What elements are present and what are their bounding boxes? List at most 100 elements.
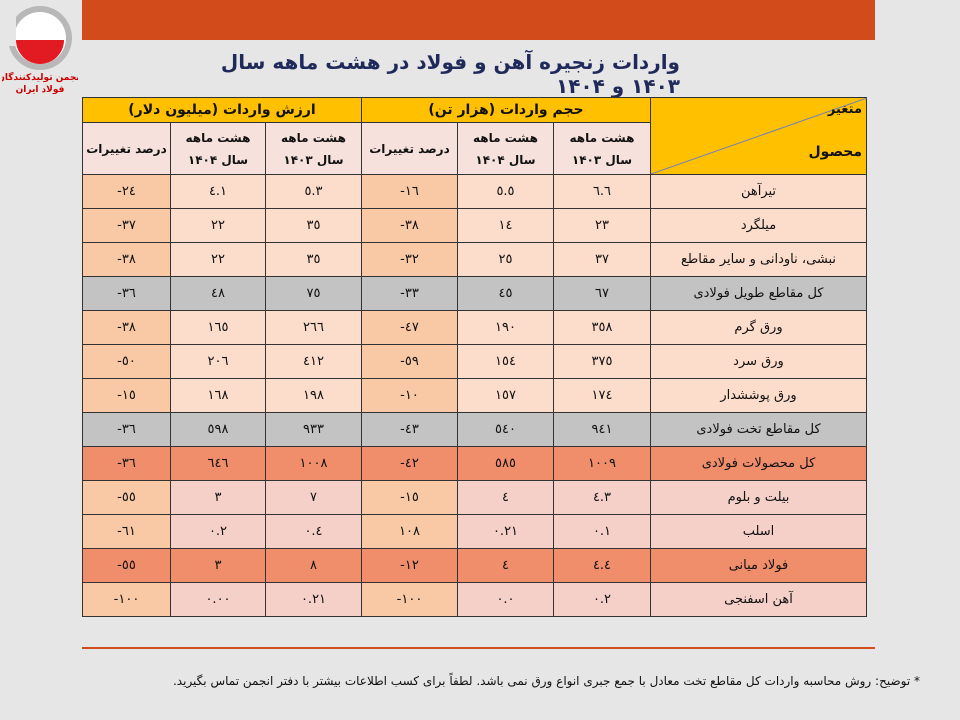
volume-1404: ٥٤٠ [457, 412, 554, 447]
header-line: سال ۱۴۰۴ [187, 152, 249, 167]
volume-pct-change: -١٦ [361, 174, 458, 209]
header-line: هشت ماهه [473, 130, 538, 145]
value-1404-header: هشت ماهه سال ۱۴۰۴ [170, 122, 266, 175]
volume-1403: ٩٤١ [553, 412, 651, 447]
volume-pct-change: -٤٣ [361, 412, 458, 447]
product-name: اسلب [650, 514, 867, 549]
value-pct-change: -٥٠ [82, 344, 171, 379]
volume-pct-change: -٣٢ [361, 242, 458, 277]
volume-1404: ٢٥ [457, 242, 554, 277]
page-title: واردات زنجیره آهن و فولاد در هشت ماهه سا… [220, 50, 680, 98]
product-name: کل مقاطع طویل فولادی [650, 276, 867, 311]
volume-pct-change: -٣٣ [361, 276, 458, 311]
product-name: ورق گرم [650, 310, 867, 345]
product-name: بیلت و بلوم [650, 480, 867, 515]
value-1403: ٠.٤ [265, 514, 362, 549]
volume-pct-change: -١٠ [361, 378, 458, 413]
volume-1404-header: هشت ماهه سال ۱۴۰۴ [457, 122, 554, 175]
table-row: بیلت و بلوم ٤.٣ ٤ -١٥ ٧ ٣ -٥٥ [82, 480, 867, 515]
volume-1403: ٤.٤ [553, 548, 651, 583]
volume-pct-change: ١٠٨ [361, 514, 458, 549]
value-pct-change: -٣٧ [82, 208, 171, 243]
value-pct-change: -٢٤ [82, 174, 171, 209]
header-line: سال ۱۴۰۴ [475, 152, 536, 167]
volume-pct-change: -١٥ [361, 480, 458, 515]
volume-pct-header: درصد تغییرات [361, 122, 458, 175]
brand-bar [82, 0, 875, 40]
value-1404: ١٦٨ [170, 378, 266, 413]
volume-1403: ٣٥٨ [553, 310, 651, 345]
table-row: تیرآهن ٦.٦ ٥.٥ -١٦ ٥.٣ ٤.١ -٢٤ [82, 174, 867, 209]
value-1403: ٠.٢١ [265, 582, 362, 617]
value-pct-change: -٣٦ [82, 446, 171, 481]
volume-1403: ٣٧ [553, 242, 651, 277]
table-row: میلگرد ٢٣ ١٤ -٣٨ ٣٥ ٢٢ -٣٧ [82, 208, 867, 243]
product-name: ورق پوششدار [650, 378, 867, 413]
table-row: فولاد میانی ٤.٤ ٤ -١٢ ٨ ٣ -٥٥ [82, 548, 867, 583]
value-pct-change: -٣٦ [82, 276, 171, 311]
value-1403: ٢٦٦ [265, 310, 362, 345]
volume-1403-header: هشت ماهه سال ۱۴۰۳ [553, 122, 651, 175]
value-pct-change: -١٥ [82, 378, 171, 413]
volume-pct-change: -٥٩ [361, 344, 458, 379]
header-line: هشت ماهه [281, 130, 346, 145]
value-pct-change: -٣٦ [82, 412, 171, 447]
value-1404: ٣ [170, 548, 266, 583]
volume-group-header: حجم واردات (هزار تن) [361, 97, 651, 123]
product-name: آهن اسفنجی [650, 582, 867, 617]
value-1403: ٧٥ [265, 276, 362, 311]
corner-header: متغیر محصول [650, 97, 867, 175]
value-1404: ٤٨ [170, 276, 266, 311]
volume-1404: ٤٥ [457, 276, 554, 311]
value-pct-change: -٥٥ [82, 548, 171, 583]
bottom-divider [82, 647, 875, 649]
value-1403: ٣٥ [265, 208, 362, 243]
volume-1404: ١٥٧ [457, 378, 554, 413]
value-1404: ٦٤٦ [170, 446, 266, 481]
value-pct-change: -٣٨ [82, 242, 171, 277]
svg-text:فولاد ایران: فولاد ایران [16, 85, 65, 94]
value-1404: ٠.٠٠ [170, 582, 266, 617]
product-name: میلگرد [650, 208, 867, 243]
volume-pct-change: -١٢ [361, 548, 458, 583]
product-name: تیرآهن [650, 174, 867, 209]
value-1403: ٥.٣ [265, 174, 362, 209]
svg-text:انجمن تولیدکنندگان: انجمن تولیدکنندگان [2, 71, 78, 83]
volume-pct-change: -٤٧ [361, 310, 458, 345]
volume-1403: ١٠٠٩ [553, 446, 651, 481]
value-pct-change: -٦١ [82, 514, 171, 549]
volume-1404: ١٤ [457, 208, 554, 243]
value-1403: ٩٣٣ [265, 412, 362, 447]
value-1404: ٥٩٨ [170, 412, 266, 447]
value-1403: ١٠٠٨ [265, 446, 362, 481]
volume-1404: ٤ [457, 480, 554, 515]
value-pct-header: درصد تغییرات [82, 122, 171, 175]
header-line: هشت ماهه [185, 130, 251, 145]
product-name: نبشی، ناودانی و سایر مقاطع [650, 242, 867, 277]
value-1403: ١٩٨ [265, 378, 362, 413]
table-row: کل مقاطع تخت فولادی ٩٤١ ٥٤٠ -٤٣ ٩٣٣ ٥٩٨ -٣٦ [82, 412, 867, 447]
value-1404: ٢٢ [170, 208, 266, 243]
header-line: سال ۱۴۰۳ [571, 152, 633, 167]
value-group-header: ارزش واردات (میلیون دلار) [82, 97, 362, 123]
volume-1404: ٠.٠ [457, 582, 554, 617]
value-1404: ٠.٢ [170, 514, 266, 549]
volume-1403: ٣٧٥ [553, 344, 651, 379]
volume-1404: ١٩٠ [457, 310, 554, 345]
volume-1404: ٥٨٥ [457, 446, 554, 481]
volume-pct-change: -٣٨ [361, 208, 458, 243]
product-label: محصول [808, 144, 862, 160]
value-1403: ٣٥ [265, 242, 362, 277]
variable-label: متغیر [827, 102, 862, 117]
table-row: آهن اسفنجی ٠.٢ ٠.٠ -١٠٠ ٠.٢١ ٠.٠٠ -١٠٠ [82, 582, 867, 617]
value-1404: ٢٠٦ [170, 344, 266, 379]
product-name: فولاد میانی [650, 548, 867, 583]
volume-1403: ١٧٤ [553, 378, 651, 413]
product-name: کل محصولات فولادی [650, 446, 867, 481]
value-1403: ٨ [265, 548, 362, 583]
value-1404: ٢٢ [170, 242, 266, 277]
header-line: سال ۱۴۰۳ [283, 152, 344, 167]
volume-1404: ٤ [457, 548, 554, 583]
product-name: ورق سرد [650, 344, 867, 379]
volume-1403: ٢٣ [553, 208, 651, 243]
